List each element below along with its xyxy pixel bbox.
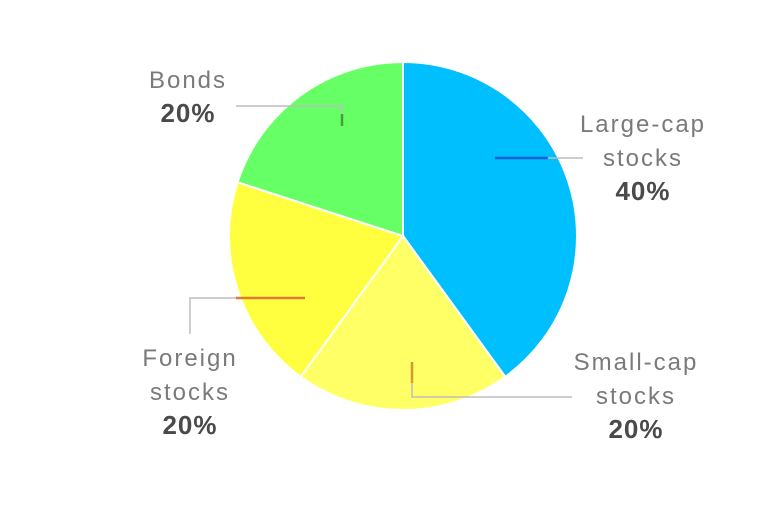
slice-label: Foreign [142, 345, 237, 372]
slice-value-label: 20% [160, 98, 215, 128]
pie-slice-small-cap-stocks [299, 234, 507, 411]
slice-value-label: 20% [608, 414, 663, 444]
slice-value-label: 40% [615, 176, 670, 206]
pie-slice-bonds [236, 60, 404, 238]
leader-lines [189, 105, 583, 398]
pie-slice-large-cap-stocks [402, 60, 578, 379]
pie-slice-foreign-stocks [228, 180, 405, 379]
slice-label: stocks [596, 383, 676, 410]
slice-label: stocks [150, 379, 230, 406]
slice-label: Bonds [149, 67, 227, 94]
slice-label: Large-cap [580, 111, 706, 138]
slice-value-label: 20% [162, 410, 217, 440]
slice-label: stocks [603, 145, 683, 172]
slice-labels: Large-cap stocks 40% Small-cap stocks 20% Fore… [142, 67, 706, 444]
pie-slices [228, 60, 578, 411]
slice-label: Small-cap [574, 349, 699, 376]
